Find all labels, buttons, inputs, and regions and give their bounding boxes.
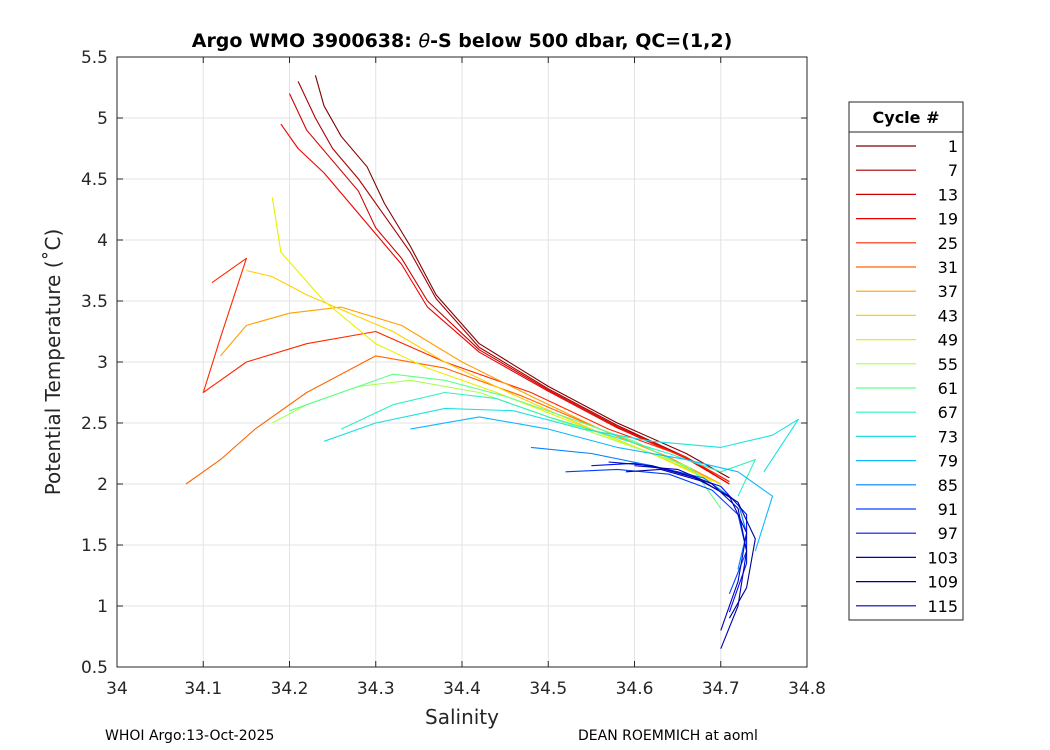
series-line-cycle-73 [323,407,799,473]
legend-label-13: 13 [938,185,958,204]
legend-label-25: 25 [938,234,958,253]
series-line-cycle-67 [340,391,756,497]
legend-label-31: 31 [938,258,958,277]
footer-right: DEAN ROEMMICH at aoml [578,728,758,744]
legend: Cycle # 1 7 13 19 25 31 37 43 49 55 61 67 73 79 85 91 97… [848,101,964,621]
y-tick-label: 2 [97,475,108,495]
x-tick-label: 34.4 [443,679,481,699]
legend-label-43: 43 [938,306,958,325]
legend-label-109: 109 [927,573,958,592]
x-tick-label: 34.2 [271,679,309,699]
legend-label-79: 79 [938,452,958,471]
legend-label-49: 49 [938,331,958,350]
y-tick-label: 3 [97,353,108,373]
x-tick-label: 34.8 [788,679,826,699]
x-tick-label: 34 [106,679,128,699]
legend-label-37: 37 [938,282,958,301]
y-tick-label: 0.5 [81,658,108,678]
grid-lines [117,57,807,667]
series-line-cycle-109 [625,468,756,619]
series-line-cycle-19 [280,123,730,485]
y-tick-label: 4.5 [81,170,108,190]
legend-title: Cycle # [873,108,940,127]
y-tick-label: 5.5 [81,48,108,68]
series-line-cycle-49 [271,197,713,483]
y-tick-label: 1.5 [81,536,108,556]
legend-label-85: 85 [938,476,958,495]
legend-label-115: 115 [927,597,958,616]
series-line-cycle-1 [314,75,730,479]
series-line-cycle-97 [591,462,748,613]
legend-label-55: 55 [938,355,958,374]
y-axis-label: Potential Temperature (˚C) [41,229,65,496]
y-axis-ticks: 0.5 1 1.5 2 2.5 3 3.5 4 4.5 5 5.5 [81,48,807,678]
series-line-cycle-7 [297,81,730,483]
x-tick-label: 34.1 [184,679,222,699]
legend-label-91: 91 [938,500,958,519]
series-line-cycle-25 [202,257,730,483]
x-axis-ticks: 34 34.1 34.2 34.3 34.4 34.5 34.6 34.7 34.8 [106,57,826,699]
legend-label-97: 97 [938,524,958,543]
y-tick-label: 3.5 [81,292,108,312]
x-tick-label: 34.6 [616,679,654,699]
series-line-cycle-115 [634,465,748,649]
legend-label-1: 1 [948,137,958,156]
chart-title: Argo WMO 3900638: θ-S below 500 dbar, QC… [192,30,733,52]
legend-label-61: 61 [938,379,958,398]
x-tick-label: 34.5 [529,679,567,699]
x-tick-label: 34.3 [357,679,395,699]
legend-items: 1 7 13 19 25 31 37 43 49 55 61 67 73 79 85 91 97 103 109 11… [856,137,958,616]
legend-label-7: 7 [948,161,958,180]
legend-label-67: 67 [938,403,958,422]
y-tick-label: 5 [97,109,108,129]
series-line-cycle-103 [608,461,748,631]
y-tick-label: 2.5 [81,414,108,434]
x-tick-label: 34.7 [702,679,740,699]
y-tick-label: 1 [97,597,108,617]
series-line-cycle-79 [410,416,774,552]
series-line-cycle-61 [289,373,722,509]
series-layer [185,75,799,649]
x-axis-label: Salinity [425,705,499,729]
footer-left: WHOI Argo:13-Oct-2025 [105,728,274,744]
legend-label-103: 103 [927,548,958,567]
y-tick-label: 4 [97,231,108,251]
legend-label-19: 19 [938,210,958,229]
series-line-cycle-13 [289,93,730,485]
legend-label-73: 73 [938,427,958,446]
